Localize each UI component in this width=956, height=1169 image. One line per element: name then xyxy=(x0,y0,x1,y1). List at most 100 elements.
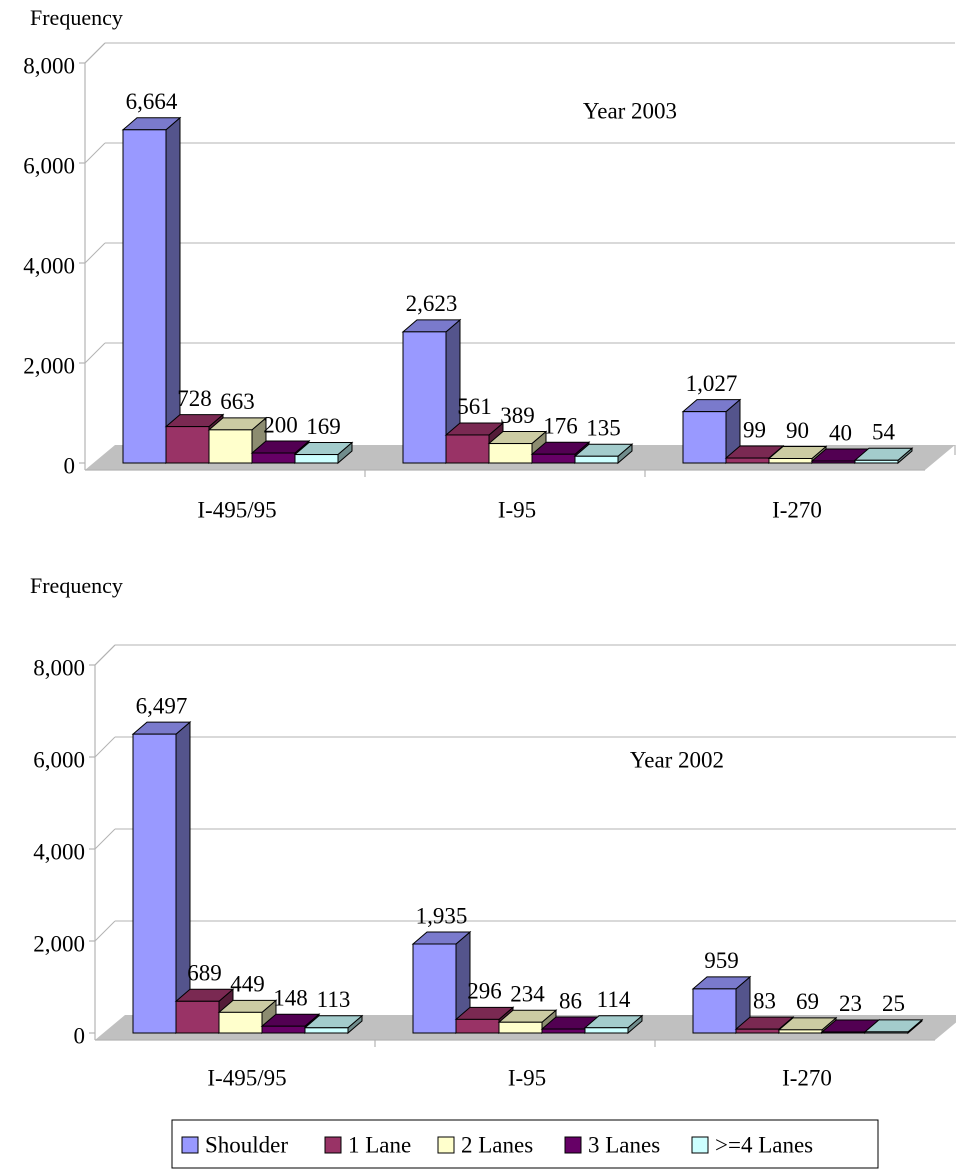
value-label: 2,623 xyxy=(406,291,458,316)
value-label: 114 xyxy=(597,987,631,1012)
bar xyxy=(218,1011,263,1034)
bar xyxy=(682,411,727,464)
y-axis-label: Frequency xyxy=(30,573,123,598)
value-label: 6,664 xyxy=(126,89,178,114)
value-label: 83 xyxy=(753,988,776,1013)
bar xyxy=(261,1025,306,1034)
legend-swatch xyxy=(324,1136,342,1154)
grid-line xyxy=(94,920,116,942)
value-label: 90 xyxy=(786,418,809,443)
x-tick-label: I-495/95 xyxy=(207,1065,286,1090)
y-tick-label: 2,000 xyxy=(23,353,75,378)
value-label: 1,935 xyxy=(416,903,468,928)
y-tick-label: 8,000 xyxy=(23,53,75,78)
y-tick-label: 6,000 xyxy=(23,153,75,178)
legend-label: 1 Lane xyxy=(348,1132,411,1157)
x-tick-label: I-270 xyxy=(782,1065,832,1090)
value-label: 449 xyxy=(230,972,265,997)
value-label: 86 xyxy=(559,988,582,1013)
bar xyxy=(821,1031,866,1034)
grid-line xyxy=(84,142,106,164)
legend-label: 3 Lanes xyxy=(588,1132,660,1157)
y-axis-label: Frequency xyxy=(30,5,123,30)
legend-swatch xyxy=(564,1136,582,1154)
value-label: 69 xyxy=(796,989,819,1014)
value-label: 6,497 xyxy=(136,693,188,718)
bar xyxy=(251,452,296,464)
value-label: 23 xyxy=(839,991,862,1016)
bar-side xyxy=(175,721,191,1035)
grid-line xyxy=(94,736,116,758)
y-tick-label: 2,000 xyxy=(33,931,85,956)
value-label: 959 xyxy=(704,948,739,973)
bar xyxy=(584,1027,629,1034)
value-label: 148 xyxy=(273,985,308,1010)
y-tick-label: 0 xyxy=(74,1023,86,1048)
bar xyxy=(132,733,177,1034)
legend-label: 2 Lanes xyxy=(461,1132,533,1157)
y-tick-label: 4,000 xyxy=(33,839,85,864)
bar xyxy=(412,943,457,1034)
value-label: 135 xyxy=(586,416,621,441)
legend-swatch xyxy=(691,1136,709,1154)
x-tick-label: I-495/95 xyxy=(197,497,276,522)
y-axis xyxy=(94,644,116,1040)
y-tick-label: 4,000 xyxy=(23,253,75,278)
value-label: 728 xyxy=(177,386,212,411)
value-label: 25 xyxy=(882,991,905,1016)
annotation: Year 2003 xyxy=(583,98,677,123)
value-label: 1,027 xyxy=(686,371,738,396)
legend-swatch xyxy=(181,1136,199,1154)
legend-box xyxy=(171,1119,879,1169)
bar xyxy=(208,429,253,464)
x-tick-label: I-95 xyxy=(508,1065,546,1090)
y-axis xyxy=(84,42,106,470)
value-label: 561 xyxy=(457,394,492,419)
y-tick-label: 0 xyxy=(64,453,76,478)
bar xyxy=(455,1018,500,1034)
grid-line xyxy=(84,242,106,264)
value-label: 663 xyxy=(220,389,255,414)
bar xyxy=(735,1028,780,1034)
x-tick-label: I-95 xyxy=(498,497,536,522)
bar xyxy=(445,434,490,464)
value-label: 40 xyxy=(829,420,852,445)
bar xyxy=(864,1031,909,1034)
bar xyxy=(488,443,533,464)
x-tick-label: I-270 xyxy=(772,497,822,522)
value-label: 234 xyxy=(510,982,545,1007)
bar xyxy=(498,1021,543,1034)
bar xyxy=(778,1029,823,1034)
bar xyxy=(768,458,813,464)
bar-side xyxy=(165,116,181,465)
value-label: 99 xyxy=(743,417,766,442)
legend-label: >=4 Lanes xyxy=(715,1132,813,1157)
bar xyxy=(402,331,447,464)
value-label: 176 xyxy=(543,413,578,438)
y-tick-label: 8,000 xyxy=(33,655,85,680)
bar xyxy=(531,453,576,464)
annotation: Year 2002 xyxy=(630,747,724,772)
bar xyxy=(811,460,856,464)
legend-label: Shoulder xyxy=(205,1132,288,1157)
value-label: 389 xyxy=(500,403,535,428)
bar xyxy=(692,988,737,1034)
bar xyxy=(854,459,899,464)
bar xyxy=(122,129,167,464)
value-label: 54 xyxy=(872,420,896,445)
bar xyxy=(294,454,339,464)
value-label: 296 xyxy=(467,979,502,1004)
value-label: 200 xyxy=(263,412,298,437)
bar xyxy=(304,1027,349,1034)
y-tick-label: 6,000 xyxy=(33,747,85,772)
bar xyxy=(165,426,210,464)
legend-swatch xyxy=(437,1136,455,1154)
grid-line xyxy=(84,42,106,64)
bar xyxy=(175,1000,220,1034)
grid-line xyxy=(94,828,116,850)
bar xyxy=(725,457,770,464)
grid-line xyxy=(94,644,116,666)
value-label: 169 xyxy=(306,414,341,439)
bar xyxy=(541,1028,586,1034)
